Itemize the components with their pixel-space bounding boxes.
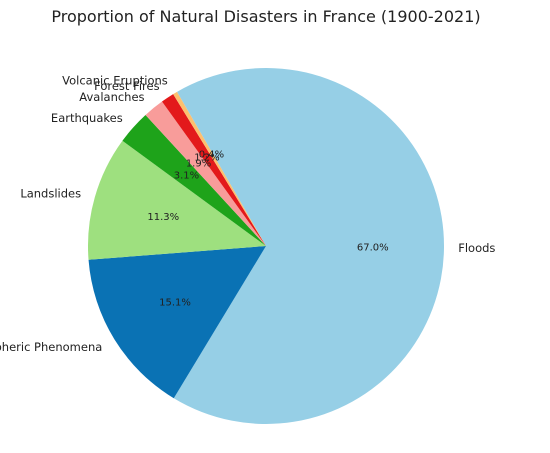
- pie-slice-forest-fires: [161, 94, 266, 246]
- slice-label-volcanic-eruptions: Volcanic Eruptions: [62, 74, 168, 88]
- percent-label-atmospheric-phenomena: 15.1%: [159, 297, 191, 308]
- percent-labels: 67.0% 15.1% 11.3% 3.1%1.9%1.2%0.4%: [147, 150, 388, 309]
- slice-label-atmospheric-phenomena: Atmospheric Phenomena: [0, 340, 102, 354]
- pie-slice-volcanic-eruptions: [173, 91, 266, 246]
- percent-label-landslides: 11.3%: [147, 212, 179, 223]
- pie-slice-floods: [173, 67, 445, 424]
- slice-label-landslides: Landslides: [20, 186, 81, 200]
- slice-label-forest-fires: Forest Fires: [94, 79, 159, 93]
- slice-label-earthquakes: Earthquakes: [51, 111, 123, 125]
- percent-label-earthquakes: 3.1%: [174, 170, 199, 181]
- percent-label-forest-fires: 1.2%: [194, 153, 219, 164]
- pie-slice-landslides: [87, 140, 266, 260]
- pie-slices: [87, 67, 445, 424]
- pie-slice-avalanches: [145, 101, 266, 246]
- chart-title: Proportion of Natural Disasters in Franc…: [51, 7, 480, 26]
- pie-slice-earthquakes: [122, 114, 267, 246]
- pie-slice-atmospheric-phenomena: [88, 246, 266, 399]
- percent-label-floods: 67.0%: [357, 243, 389, 254]
- percent-label-avalanches: 1.9%: [186, 159, 211, 170]
- percent-label-volcanic-eruptions: 0.4%: [199, 150, 224, 161]
- slice-labels: Floods Atmospheric Phenomena Landslides Ear…: [0, 74, 495, 354]
- slice-label-floods: Floods: [458, 241, 495, 255]
- slice-label-avalanches: Avalanches: [79, 90, 144, 104]
